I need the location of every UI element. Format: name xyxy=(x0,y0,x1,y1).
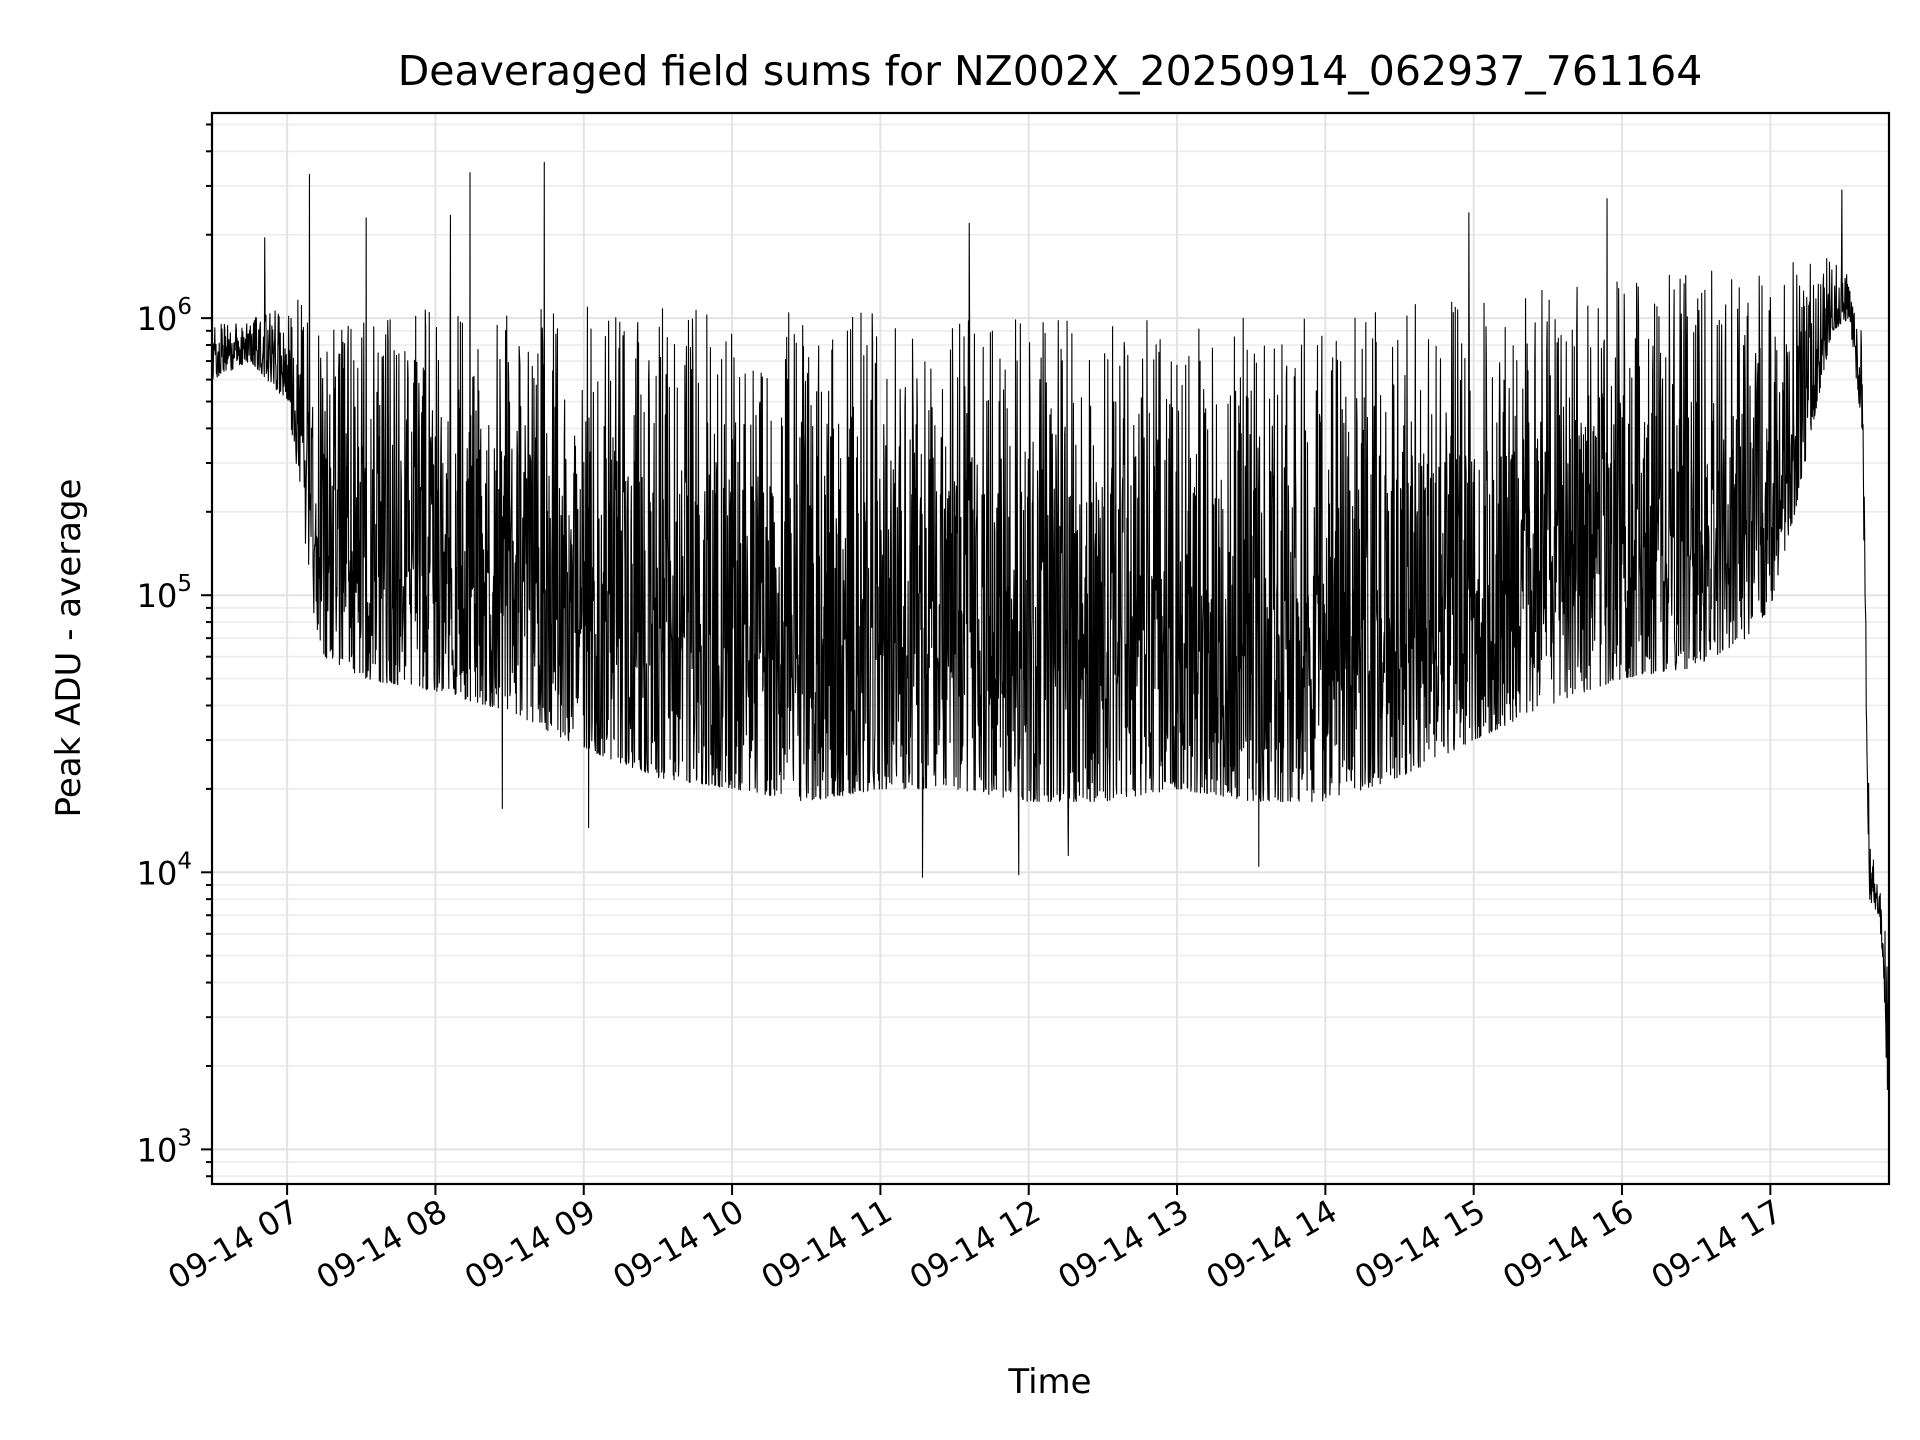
x-tick-label: 09-14 13 xyxy=(1051,1192,1195,1297)
y-tick-label: 104 xyxy=(137,848,192,892)
x-tick-label: 09-14 11 xyxy=(755,1192,899,1297)
x-tick-label: 09-14 17 xyxy=(1645,1192,1789,1297)
x-tick-label: 09-14 07 xyxy=(162,1192,306,1297)
y-tick-label: 106 xyxy=(137,294,192,338)
y-tick-label-base: 10 xyxy=(137,854,178,892)
y-tick-label-base: 10 xyxy=(137,300,178,338)
x-tick-layer: 09-14 07 09-14 08 09-14 09 09-14 10 09-14 11… xyxy=(162,1184,1789,1297)
y-tick-label: 105 xyxy=(137,571,192,615)
x-tick-label: 09-14 15 xyxy=(1348,1192,1492,1297)
plot-frame xyxy=(210,111,1891,1186)
x-tick-label: 09-14 10 xyxy=(606,1192,750,1297)
x-axis-label: Time xyxy=(1007,1362,1091,1402)
y-tick-label-exponent: 6 xyxy=(177,294,192,320)
y-tick-label-base: 10 xyxy=(137,1131,178,1169)
y-tick-label-exponent: 4 xyxy=(177,848,192,874)
y-tick-label: 103 xyxy=(137,1125,192,1169)
x-tick-label: 09-14 16 xyxy=(1496,1192,1640,1297)
y-tick-label-exponent: 5 xyxy=(177,571,192,597)
y-axis-label: Peak ADU - average xyxy=(49,479,89,818)
series-layer xyxy=(211,161,1890,1130)
chart-title: Deaveraged field sums for NZ002X_2025091… xyxy=(398,47,1703,95)
x-tick-label: 09-14 12 xyxy=(903,1192,1047,1297)
x-tick-label: 09-14 09 xyxy=(458,1192,602,1297)
x-tick-label: 09-14 08 xyxy=(310,1192,454,1297)
y-tick-label-exponent: 3 xyxy=(177,1125,192,1151)
series-line xyxy=(211,161,1890,1130)
y-tick-label-base: 10 xyxy=(137,577,178,615)
x-tick-label: 09-14 14 xyxy=(1200,1192,1344,1297)
